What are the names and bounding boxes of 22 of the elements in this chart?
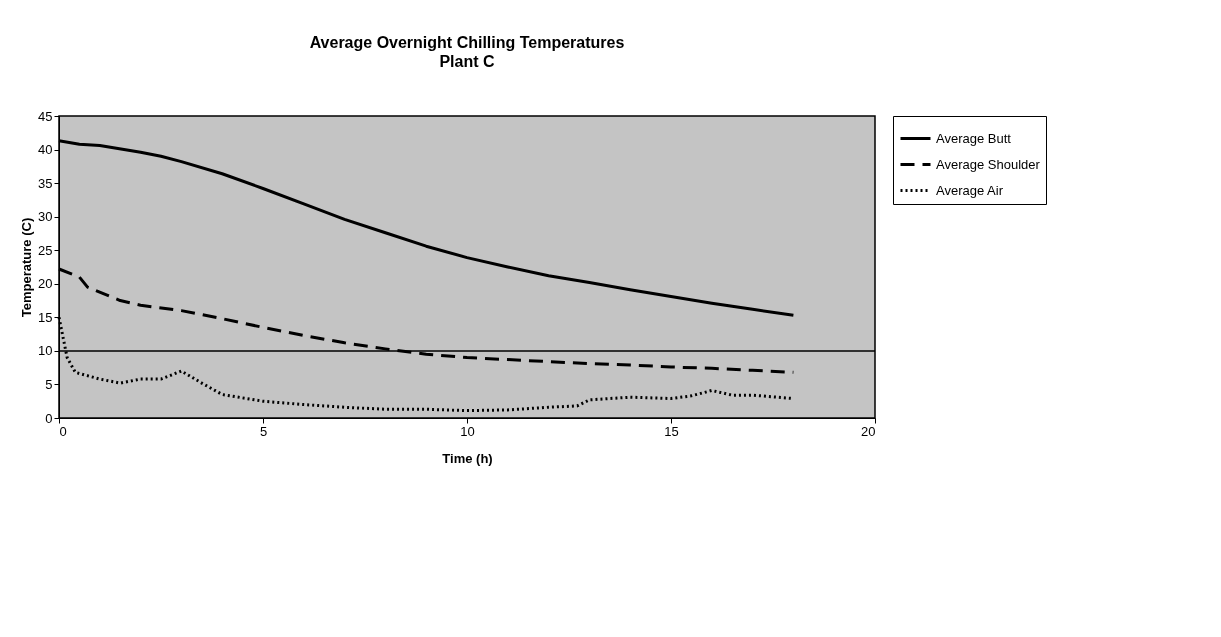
x-tick-label: 10 bbox=[460, 423, 475, 439]
y-tick-label: 25 bbox=[38, 242, 53, 258]
chart-title: Average Overnight Chilling Temperatures bbox=[309, 34, 625, 51]
legend-label: Average Air bbox=[936, 182, 1004, 198]
y-axis-title: Temperature (C) bbox=[19, 217, 35, 318]
x-tick-label: 15 bbox=[664, 423, 679, 439]
y-tick-label: 40 bbox=[38, 142, 53, 158]
y-tick-label: 15 bbox=[38, 309, 53, 325]
y-tick-label: 45 bbox=[38, 108, 53, 124]
x-tick-label: 5 bbox=[259, 423, 268, 439]
y-tick-label: 0 bbox=[45, 410, 53, 426]
y-tick-label: 5 bbox=[45, 376, 53, 392]
legend-label: Average Shoulder bbox=[936, 156, 1041, 172]
y-tick-label: 35 bbox=[38, 175, 53, 191]
x-axis-title: Time (h) bbox=[442, 450, 493, 466]
y-tick-label: 20 bbox=[38, 276, 53, 292]
y-tick-label: 10 bbox=[38, 343, 53, 359]
x-tick-label: 0 bbox=[59, 423, 67, 439]
legend-label: Average Butt bbox=[936, 130, 1012, 146]
x-tick-label: 20 bbox=[861, 423, 876, 439]
y-tick-label: 30 bbox=[38, 209, 53, 225]
chart-subtitle: Plant C bbox=[439, 53, 495, 70]
